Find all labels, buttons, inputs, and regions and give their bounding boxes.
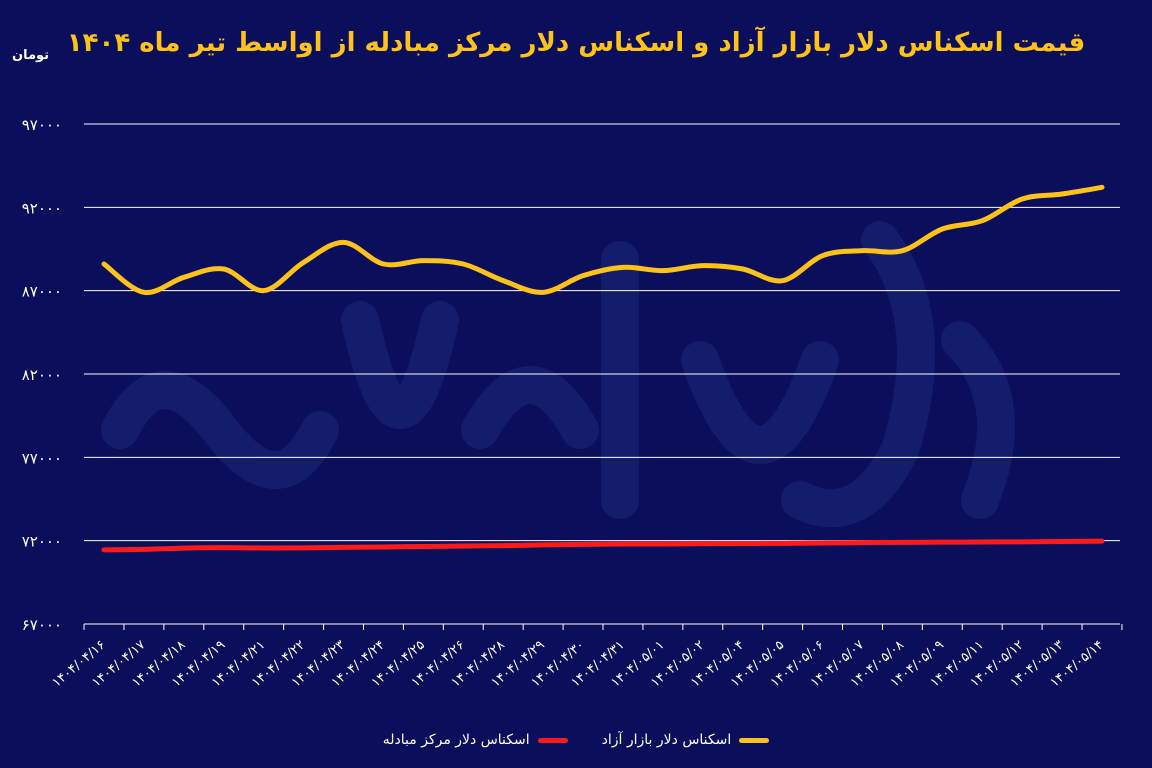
- y-tick-label: ۹۷۰۰۰: [22, 116, 62, 134]
- series-line-free-market: [101, 184, 1105, 295]
- y-tick-label: ۷۷۰۰۰: [22, 449, 62, 467]
- legend-swatch-free-market: [739, 737, 770, 743]
- legend: اسکناس دلار بازار آزاد اسکناس دلار مرکز …: [0, 732, 1152, 748]
- legend-swatch-exchange-center: [537, 737, 568, 743]
- series-line-exchange-center: [101, 538, 1105, 553]
- y-tick-label: ۶۷۰۰۰: [22, 616, 62, 634]
- series-lines: [101, 184, 1105, 553]
- legend-item-free-market: اسکناس دلار بازار آزاد: [602, 732, 770, 748]
- y-tick-label: ۷۲۰۰۰: [22, 533, 62, 551]
- watermark-logo: [101, 221, 1015, 528]
- legend-item-exchange-center: اسکناس دلار مرکز مبادله: [383, 732, 568, 748]
- legend-label-free-market: اسکناس دلار بازار آزاد: [601, 732, 732, 748]
- y-axis-unit-label: تومان: [12, 48, 50, 63]
- x-axis: ۱۴۰۴/۰۴/۱۶۱۴۰۴/۰۴/۱۷۱۴۰۴/۰۴/۱۸۱۴۰۴/۰۴/۱۹…: [49, 623, 1123, 691]
- y-tick-label: ۸۲۰۰۰: [22, 366, 62, 384]
- y-tick-label: ۹۲۰۰۰: [22, 199, 62, 217]
- chart-title: قیمت اسکناس دلار بازار آزاد و اسکناس دلا…: [66, 28, 1086, 58]
- y-axis: ۶۷۰۰۰ ۷۲۰۰۰ ۷۷۰۰۰ ۸۲۰۰۰ ۸۷۰۰۰ ۹۲۰۰۰ ۹۷۰۰۰: [22, 116, 62, 634]
- y-tick-label: ۸۷۰۰۰: [22, 283, 62, 301]
- legend-label-exchange-center: اسکناس دلار مرکز مبادله: [382, 732, 530, 748]
